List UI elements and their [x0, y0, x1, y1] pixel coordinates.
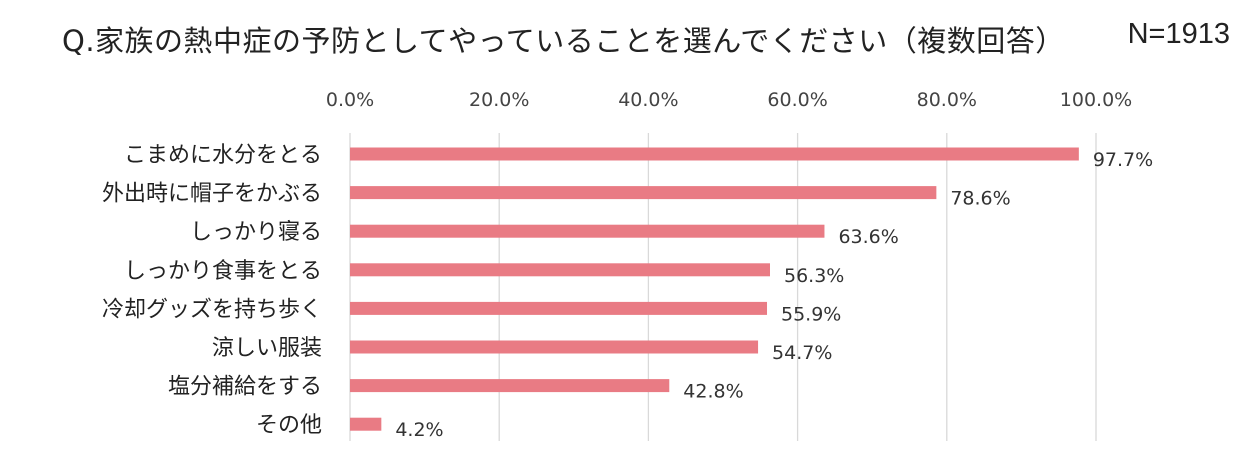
- category-label: その他: [256, 413, 322, 438]
- bar: [350, 186, 937, 200]
- bar: [350, 224, 825, 238]
- category-label: しっかり寝る: [190, 220, 322, 245]
- bar: [350, 340, 759, 354]
- value-label: 42.8%: [683, 381, 743, 403]
- value-label: 56.3%: [784, 265, 844, 287]
- x-tick-label: 20.0%: [469, 89, 529, 111]
- chart-title: Q.家族の熱中症の予防としてやっていることを選んでください（複数回答）: [62, 24, 1065, 58]
- category-label: こまめに水分をとる: [124, 143, 322, 168]
- value-label: 97.7%: [1093, 149, 1153, 171]
- category-label: しっかり食事をとる: [124, 259, 322, 284]
- bar: [350, 147, 1079, 161]
- x-tick-label: 100.0%: [1060, 89, 1132, 111]
- category-label: 涼しい服装: [212, 336, 322, 361]
- value-label: 63.6%: [838, 226, 898, 248]
- bar: [350, 301, 768, 315]
- value-label: 54.7%: [772, 342, 832, 364]
- bar: [350, 417, 382, 431]
- x-tick-label: 40.0%: [618, 89, 678, 111]
- bar: [350, 379, 670, 393]
- value-labels: 97.7% 78.6% 63.6% 56.3% 55.9% 54.7% 42.8% 4.2%: [395, 149, 1153, 441]
- sample-size-label: N=1913: [1127, 18, 1230, 50]
- category-labels: こまめに水分をとる外出時に帽子をかぶるしっかり寝るしっかり食事をとる冷却グッズを…: [102, 143, 322, 438]
- x-tick-label: 60.0%: [767, 89, 827, 111]
- category-label: 塩分補給をする: [168, 375, 322, 400]
- x-axis-ticks: 0.0% 20.0% 40.0% 60.0% 80.0% 100.0%: [326, 89, 1132, 111]
- x-tick-label: 80.0%: [917, 89, 977, 111]
- bar: [350, 263, 770, 277]
- value-label: 78.6%: [950, 188, 1010, 210]
- value-label: 55.9%: [781, 303, 841, 325]
- value-label: 4.2%: [395, 419, 443, 441]
- category-label: 冷却グッズを持ち歩く: [102, 297, 322, 322]
- x-tick-label: 0.0%: [326, 89, 374, 111]
- category-label: 外出時に帽子をかぶる: [102, 182, 322, 207]
- bars: [350, 147, 1079, 431]
